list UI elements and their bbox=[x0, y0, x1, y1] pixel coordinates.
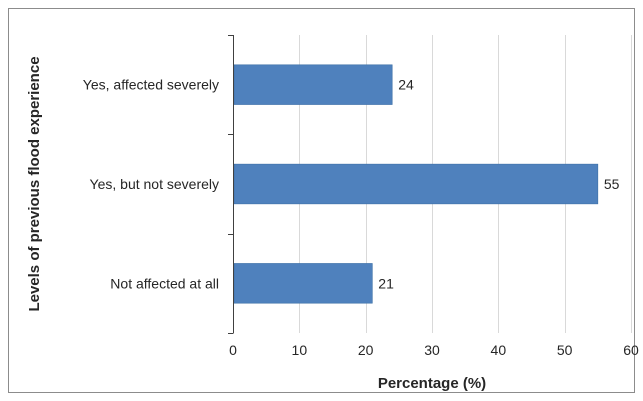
data-label: 24 bbox=[398, 77, 414, 93]
x-tick-label: 0 bbox=[229, 342, 237, 358]
x-tick-label: 30 bbox=[424, 342, 440, 358]
y-axis-title: Levels of previous flood experience bbox=[26, 56, 43, 311]
x-tick-label: 50 bbox=[557, 342, 573, 358]
labels: 0 10 20 30 40 50 60 Yes, affected severely 24 Yes… bbox=[83, 77, 639, 358]
x-tick-label: 60 bbox=[623, 342, 639, 358]
bars bbox=[233, 64, 599, 304]
y-category-label: Yes, but not severely bbox=[90, 176, 219, 192]
bar bbox=[233, 163, 599, 205]
x-tick-label: 10 bbox=[292, 342, 308, 358]
bar bbox=[233, 64, 393, 105]
y-category-label: Yes, affected severely bbox=[83, 77, 219, 93]
x-axis-title: Percentage (%) bbox=[378, 375, 486, 392]
y-category-label: Not affected at all bbox=[110, 275, 219, 291]
data-label: 55 bbox=[604, 176, 620, 192]
x-tick-label: 40 bbox=[491, 342, 507, 358]
x-tick-label: 20 bbox=[358, 342, 374, 358]
axes bbox=[228, 35, 234, 334]
data-label: 21 bbox=[378, 275, 394, 291]
bar bbox=[233, 263, 373, 304]
